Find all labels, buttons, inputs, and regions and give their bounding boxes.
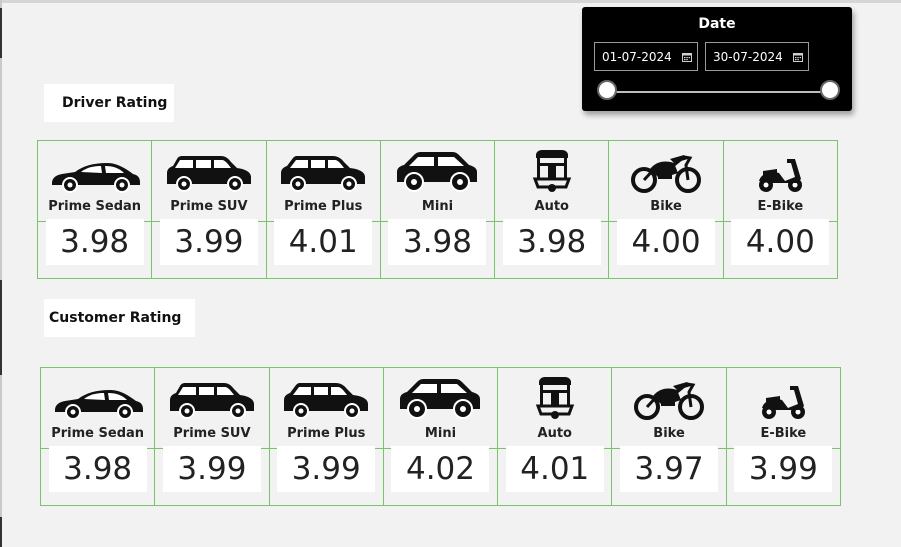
motorbike-icon [609,141,722,193]
rating-card-prime-sedan: Prime Sedan 3.98 [41,368,156,505]
rating-value: 4.00 [617,219,716,265]
top-border [0,0,901,3]
date-slicer: Date 01-07-2024 30-07-2024 [582,7,852,111]
suv-icon [155,368,268,420]
driver-rating-grid: Prime Sedan 3.98 Prime SUV 3.99 Prime Plus 4.… [37,140,838,279]
rating-card-bike: Bike 3.97 [612,368,727,505]
vehicle-type-label: Prime Plus [287,426,366,441]
auto-rickshaw-icon [498,368,611,420]
rating-card-prime-suv: Prime SUV 3.99 [155,368,270,505]
rating-value: 3.97 [620,446,719,492]
vehicle-type-label: Prime Plus [284,199,363,214]
rating-value: 4.01 [505,446,604,492]
motorbike-icon [612,368,725,420]
rating-value: 3.98 [502,219,601,265]
rating-card-e-bike: E-Bike 4.00 [724,141,837,278]
rating-value: 4.01 [274,219,373,265]
date-range-end-handle[interactable] [820,80,840,100]
vehicle-type-label: Mini [424,426,457,441]
date-range-start-handle[interactable] [597,80,617,100]
rating-card-e-bike: E-Bike 3.99 [727,368,840,505]
left-edge-marker [0,280,2,375]
rating-card-auto: Auto 3.98 [495,141,610,278]
rating-card-prime-plus: Prime Plus 4.01 [267,141,381,278]
vehicle-type-label: E-Bike [760,426,807,441]
left-edge-marker [0,517,2,547]
rating-card-prime-plus: Prime Plus 3.99 [270,368,384,505]
left-edge-marker [0,8,2,58]
end-date-value: 30-07-2024 [713,49,783,64]
left-edge [0,0,2,547]
rating-value: 4.02 [391,446,490,492]
rating-value: 3.98 [45,219,144,265]
calendar-icon[interactable] [682,52,692,62]
vehicle-type-label: E-Bike [757,199,804,214]
end-date-input[interactable]: 30-07-2024 [705,42,809,71]
vehicle-type-label: Prime SUV [170,199,248,214]
rating-value: 3.99 [734,446,833,492]
hatchback-suv-icon [267,141,380,193]
rating-card-mini: Mini 3.98 [381,141,496,278]
vehicle-type-label: Mini [421,199,454,214]
rating-card-bike: Bike 4.00 [609,141,724,278]
calendar-icon[interactable] [793,52,803,62]
start-date-value: 01-07-2024 [602,49,672,64]
mini-car-icon [381,141,494,193]
rating-value: 3.98 [48,446,147,492]
vehicle-type-label: Prime Sedan [51,426,145,441]
vehicle-type-label: Bike [650,199,682,214]
customer-rating-title: Customer Rating [44,299,195,337]
rating-value: 3.99 [277,446,376,492]
vehicle-type-label: Auto [537,426,572,441]
rating-card-mini: Mini 4.02 [384,368,499,505]
rating-value: 3.98 [388,219,487,265]
vehicle-type-label: Prime Sedan [48,199,142,214]
sedan-icon [41,368,154,420]
rating-card-auto: Auto 4.01 [498,368,613,505]
rating-card-prime-sedan: Prime Sedan 3.98 [38,141,153,278]
scooter-icon [727,368,840,420]
rating-value: 3.99 [159,219,258,265]
scooter-icon [724,141,837,193]
hatchback-suv-icon [270,368,383,420]
rating-card-prime-suv: Prime SUV 3.99 [152,141,267,278]
driver-rating-title: Driver Rating [44,84,174,122]
vehicle-type-label: Prime SUV [173,426,251,441]
vehicle-type-label: Bike [653,426,685,441]
rating-value: 3.99 [162,446,261,492]
date-slicer-title: Date [698,16,736,32]
sedan-icon [38,141,151,193]
date-range-slider-track[interactable] [608,91,830,93]
mini-car-icon [384,368,497,420]
auto-rickshaw-icon [495,141,608,193]
suv-icon [152,141,265,193]
customer-rating-grid: Prime Sedan 3.98 Prime SUV 3.99 Prime Plus 3.… [40,367,841,506]
rating-value: 4.00 [731,219,830,265]
vehicle-type-label: Auto [534,199,569,214]
start-date-input[interactable]: 01-07-2024 [594,42,698,71]
